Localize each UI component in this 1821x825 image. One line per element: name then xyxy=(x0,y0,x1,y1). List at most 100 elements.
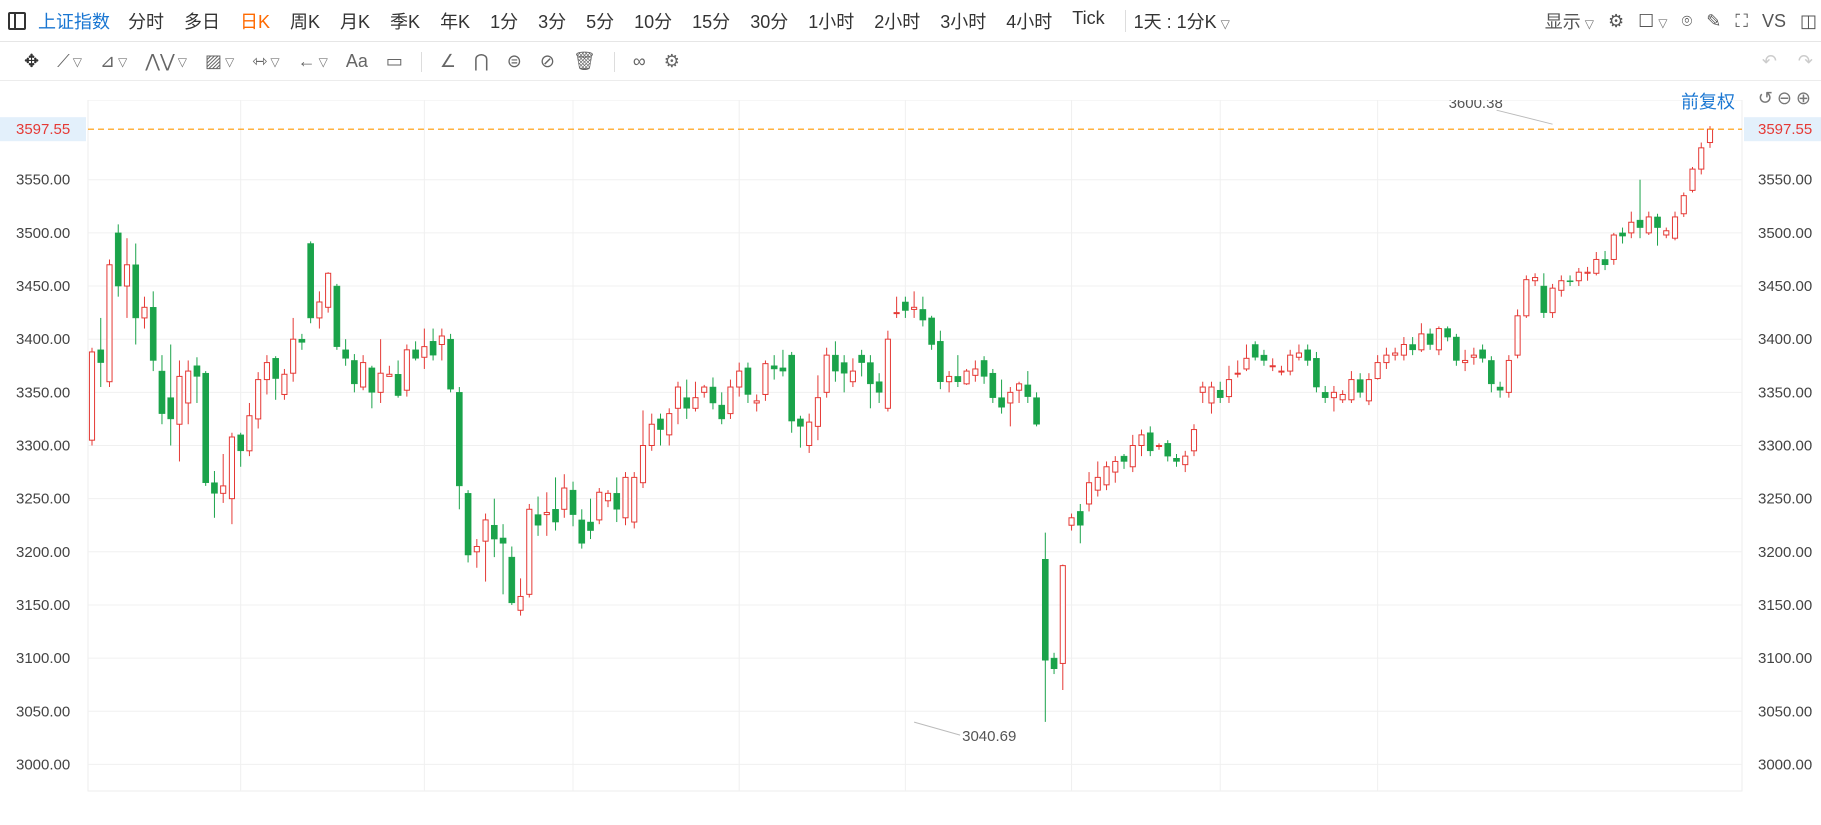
y-tick-label-left: 3350.00 xyxy=(16,384,70,401)
candle-body xyxy=(1278,370,1285,373)
candle-body xyxy=(1356,379,1364,393)
timeframe-tab-2[interactable]: 日K xyxy=(240,11,271,32)
display-menu[interactable]: 显示 ▽ xyxy=(1545,8,1594,34)
comment-icon[interactable]: ▭ xyxy=(385,51,403,71)
candle-body xyxy=(832,354,839,372)
timeframe-tab-15[interactable]: 3小时 xyxy=(940,11,987,32)
channel-tool-icon[interactable]: ▨ ▽ xyxy=(205,51,235,71)
candle-body xyxy=(823,354,830,393)
polyline-tool-icon[interactable]: ⊿ ▽ xyxy=(99,51,128,71)
candle-up xyxy=(692,381,699,412)
interval-select-label: 1天 : 1分K xyxy=(1133,11,1217,32)
timeframe-tab-11[interactable]: 15分 xyxy=(692,11,731,32)
hide-drawings-icon[interactable]: ⊘ xyxy=(539,51,555,71)
candle-body xyxy=(1033,397,1040,425)
candle-down xyxy=(797,415,804,448)
link-icon[interactable]: ∞ xyxy=(632,51,646,71)
compare-button[interactable]: VS xyxy=(1761,10,1786,31)
candle-body xyxy=(114,232,122,287)
x-tick-label: 2025/01 xyxy=(426,796,480,798)
timeframe-tab-6[interactable]: 年K xyxy=(440,11,471,32)
candle-down xyxy=(1619,227,1626,244)
candle-up xyxy=(1549,283,1556,318)
candle-body xyxy=(1601,259,1609,266)
move-cross-icon[interactable]: ✥ xyxy=(24,51,40,71)
candle-up xyxy=(1523,275,1530,318)
gear-icon[interactable]: ⚙ xyxy=(1607,10,1625,31)
candle-body xyxy=(770,365,778,370)
symbol-title[interactable]: 上证指数 xyxy=(38,11,110,32)
panel-right-icon[interactable]: ◫ xyxy=(1799,10,1817,31)
timeframe-tab-5[interactable]: 季K xyxy=(390,11,421,32)
candle-up xyxy=(1593,252,1600,276)
candle-body xyxy=(1549,287,1556,314)
candle-down xyxy=(97,317,105,388)
text-tool-icon[interactable]: Aa xyxy=(345,51,368,71)
zoom-in-icon[interactable]: ⊕ xyxy=(1795,88,1815,108)
candle-body xyxy=(1619,232,1626,237)
candle-body xyxy=(1313,358,1320,388)
timeframe-tab-7[interactable]: 1分 xyxy=(490,11,519,32)
low-annotation-label: 3040.69 xyxy=(962,728,1016,745)
candle-up xyxy=(963,368,970,385)
undo-icon[interactable]: ↶ xyxy=(1761,51,1777,71)
candle-down xyxy=(1120,454,1128,469)
timeframe-tab-8[interactable]: 3分 xyxy=(538,11,567,32)
divider xyxy=(420,51,422,72)
candle-body xyxy=(980,360,988,377)
candle-down xyxy=(149,291,157,372)
candle-body xyxy=(158,370,166,414)
measure-tool-icon[interactable]: ⇿ ▽ xyxy=(252,51,280,71)
lock-drawings-icon[interactable]: ⊜ xyxy=(506,51,522,71)
magnet-icon[interactable]: ⋂ xyxy=(474,51,489,71)
settings-gear-icon[interactable]: ⚙ xyxy=(663,51,680,71)
layout-square-icon[interactable]: ☐ ▽ xyxy=(1638,10,1668,31)
candlestick-chart[interactable]: 3000.00 3050.00 3100.00 3150.00 3200.00 3250.… xyxy=(0,100,1821,798)
candle-body xyxy=(1418,333,1425,351)
candle-body xyxy=(123,264,131,287)
timeframe-tab-16[interactable]: 4小时 xyxy=(1006,11,1053,32)
candle-down xyxy=(1479,344,1486,363)
timeframe-tab-17[interactable]: Tick xyxy=(1072,7,1105,28)
candle-body xyxy=(552,509,559,523)
camera-icon[interactable]: ⌾ xyxy=(1681,10,1693,31)
fullscreen-icon[interactable]: ⛶ xyxy=(1735,10,1748,31)
timeframe-tab-10[interactable]: 10分 xyxy=(634,11,673,32)
timeframe-tab-3[interactable]: 周K xyxy=(290,11,321,32)
candle-up xyxy=(1112,456,1119,483)
pencil-icon[interactable]: ✎ xyxy=(1706,10,1722,31)
candle-body xyxy=(1496,386,1504,391)
interval-select[interactable]: 1天 : 1分K ▽ xyxy=(1134,8,1230,34)
timeframe-tab-9[interactable]: 5分 xyxy=(586,11,615,32)
trash-icon[interactable]: 🗑 xyxy=(572,51,596,71)
candle-body xyxy=(543,511,550,516)
timeframe-tab-14[interactable]: 2小时 xyxy=(874,11,921,32)
angle-icon[interactable]: ∠ xyxy=(439,51,457,71)
drawing-toolbar: ✥ ⟋ ▽ ⊿ ▽ ⋀⋁ ▽ ▨ ▽ ⇿ ▽ ← ▽ Aa ▭ ∠ ⋂ ⊜ ⊘ 🗑 ∞ ⚙ … xyxy=(0,43,1821,81)
candle-body xyxy=(788,354,795,422)
sidebar-toggle-icon[interactable] xyxy=(8,11,26,30)
candle-body xyxy=(132,264,140,319)
line-tool-icon[interactable]: ⟋ ▽ xyxy=(57,51,82,71)
candle-down xyxy=(1426,328,1434,350)
timeframe-tab-0[interactable]: 分时 xyxy=(128,11,164,32)
candle-body xyxy=(1636,219,1644,228)
wave-tool-icon[interactable]: ⋀⋁ ▽ xyxy=(145,51,188,71)
candle-body xyxy=(464,493,472,556)
candle-body xyxy=(1155,445,1163,447)
candle-up xyxy=(1462,349,1469,372)
candle-down xyxy=(832,341,839,382)
candle-body xyxy=(1435,328,1442,351)
timeframe-tab-12[interactable]: 30分 xyxy=(750,11,789,32)
candle-down xyxy=(1540,273,1548,318)
arrow-tool-icon[interactable]: ← ▽ xyxy=(297,51,328,71)
candle-down xyxy=(1453,333,1460,366)
adjust-mode-button[interactable]: 前复权 xyxy=(1681,92,1735,112)
timeframe-tab-13[interactable]: 1小时 xyxy=(808,11,855,32)
redo-icon[interactable]: ↷ xyxy=(1797,51,1813,71)
timeframe-tab-1[interactable]: 多日 xyxy=(184,11,220,32)
timeframe-tab-4[interactable]: 月K xyxy=(340,11,371,32)
reset-icon[interactable]: ↺ xyxy=(1757,88,1777,108)
candle-up xyxy=(1225,365,1233,403)
zoom-out-icon[interactable]: ⊖ xyxy=(1776,88,1796,108)
